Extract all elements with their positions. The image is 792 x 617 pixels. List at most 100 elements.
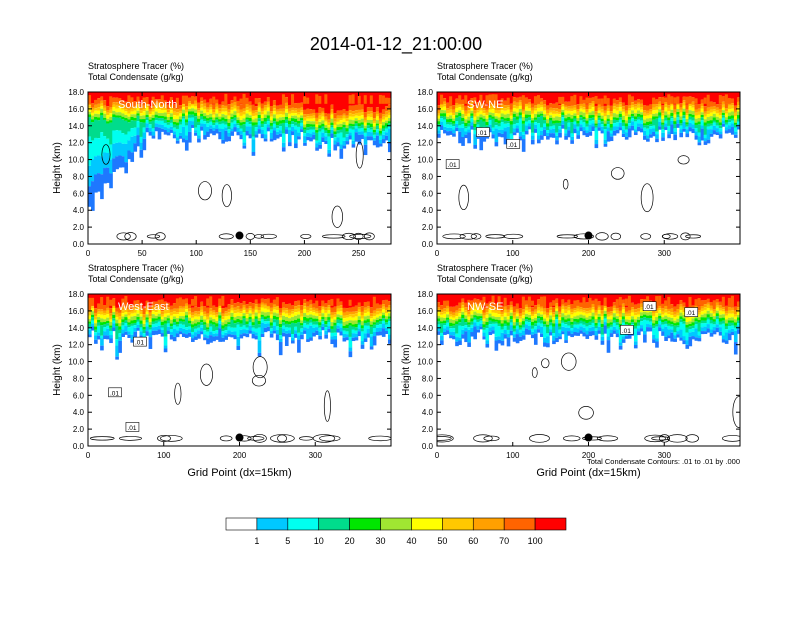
location-marker xyxy=(584,433,593,442)
x-tick-label: 100 xyxy=(157,451,171,460)
x-tick-label: 250 xyxy=(352,249,366,258)
colorbar: 1 5 10 20 30 40 50 60 70 100 xyxy=(225,517,567,546)
y-tick-label: 10.0 xyxy=(68,358,84,367)
contour-label: .01 xyxy=(686,310,695,317)
y-tick-label: 0.0 xyxy=(73,240,85,249)
colorbar-cell xyxy=(380,517,412,531)
y-tick-label: 14.0 xyxy=(68,122,84,131)
x-tick-label: 150 xyxy=(244,249,258,258)
contour-label: .01 xyxy=(508,142,517,149)
tracer-field xyxy=(88,92,391,241)
contour-label-box xyxy=(620,325,634,335)
colorbar-cell xyxy=(442,517,474,531)
y-tick-label: 18.0 xyxy=(417,290,433,299)
condensate-contours xyxy=(89,356,391,443)
y-tick-label: 10.0 xyxy=(417,358,433,367)
y-tick-label: 4.0 xyxy=(73,206,85,215)
y-axis-label: Height (km) xyxy=(401,344,412,396)
colorbar-level: 20 xyxy=(345,536,355,546)
panel-header-condensate: Total Condensate (g/kg) xyxy=(437,72,533,82)
contour-label-box xyxy=(445,159,460,169)
panel-label: SW-NE xyxy=(467,99,503,111)
y-tick-label: 0.0 xyxy=(422,240,434,249)
colorbar-cell xyxy=(472,517,505,531)
y-axis-label: Height (km) xyxy=(401,142,412,194)
x-tick-label: 0 xyxy=(86,451,91,460)
tracer-field xyxy=(88,294,391,443)
colorbar-level: 100 xyxy=(528,536,543,546)
tracer-field xyxy=(437,92,740,241)
y-tick-label: 4.0 xyxy=(422,408,434,417)
colorbar-level: 60 xyxy=(468,536,478,546)
x-tick-label: 100 xyxy=(190,249,204,258)
y-tick-label: 16.0 xyxy=(68,105,84,114)
y-tick-label: 6.0 xyxy=(422,391,434,400)
contour-label-box xyxy=(506,139,521,149)
contour-label: .01 xyxy=(135,340,144,347)
colorbar-level: 1 xyxy=(254,536,259,546)
y-tick-label: 10.0 xyxy=(68,156,84,165)
colorbar-cell xyxy=(534,517,567,531)
colorbar-cell xyxy=(349,517,381,531)
y-tick-label: 4.0 xyxy=(422,206,434,215)
contour-label-box xyxy=(125,422,140,432)
tracer-field xyxy=(437,294,740,443)
x-tick-label: 100 xyxy=(506,249,520,258)
panels-group: Stratosphere Tracer (%)Total Condensate … xyxy=(52,61,741,479)
x-tick-label: 300 xyxy=(309,451,323,460)
x-tick-label: 300 xyxy=(658,451,672,460)
y-tick-label: 18.0 xyxy=(417,88,433,97)
panel-3: Stratosphere Tracer (%)Total Condensate … xyxy=(52,263,392,479)
y-tick-label: 2.0 xyxy=(422,425,434,434)
y-tick-label: 18.0 xyxy=(68,88,84,97)
colorbar-level: 50 xyxy=(437,536,447,546)
y-axis-label: Height (km) xyxy=(52,142,63,194)
colorbar-level: 40 xyxy=(406,536,416,546)
x-axis-label: Grid Point (dx=15km) xyxy=(187,467,291,479)
figure-title: 2014-01-12_21:00:00 xyxy=(310,34,482,55)
contour-footnote: Total Condensate Contours: .01 to .01 by… xyxy=(587,457,740,466)
plot-frame xyxy=(87,91,392,245)
y-tick-label: 10.0 xyxy=(417,156,433,165)
contour-label-box xyxy=(108,387,122,398)
y-tick-label: 12.0 xyxy=(417,139,433,148)
x-tick-label: 200 xyxy=(298,249,312,258)
y-tick-label: 14.0 xyxy=(417,122,433,131)
x-tick-label: 0 xyxy=(86,249,91,258)
contour-label-box xyxy=(133,336,147,347)
y-tick-label: 12.0 xyxy=(68,341,84,350)
location-marker xyxy=(235,433,244,442)
x-tick-label: 50 xyxy=(138,249,147,258)
x-axis-label: Grid Point (dx=15km) xyxy=(536,467,640,479)
y-tick-label: 4.0 xyxy=(73,408,85,417)
colorbar-cell xyxy=(287,517,320,531)
y-tick-label: 14.0 xyxy=(68,324,84,333)
condensate-contours xyxy=(101,141,375,241)
panel-header-condensate: Total Condensate (g/kg) xyxy=(437,274,533,284)
y-tick-label: 8.0 xyxy=(422,374,434,383)
colorbar-cell xyxy=(503,517,536,531)
panel-header-tracer: Stratosphere Tracer (%) xyxy=(437,263,533,273)
y-tick-label: 6.0 xyxy=(73,391,85,400)
colorbar-level: 5 xyxy=(285,536,290,546)
panel-header-condensate: Total Condensate (g/kg) xyxy=(88,274,184,284)
y-tick-label: 16.0 xyxy=(417,105,433,114)
x-tick-label: 100 xyxy=(506,451,520,460)
colorbar-cell xyxy=(256,517,289,531)
y-tick-label: 16.0 xyxy=(68,307,84,316)
contour-label: .01 xyxy=(478,130,487,137)
y-axis-label: Height (km) xyxy=(52,344,63,396)
colorbar-cell xyxy=(318,517,350,531)
panel-header-tracer: Stratosphere Tracer (%) xyxy=(437,61,533,71)
condensate-contours xyxy=(437,352,740,443)
x-tick-label: 200 xyxy=(233,451,247,460)
contour-label: .01 xyxy=(448,162,457,169)
x-tick-label: 0 xyxy=(435,249,440,258)
y-tick-label: 0.0 xyxy=(73,442,85,451)
x-tick-label: 0 xyxy=(435,451,440,460)
contour-label: .01 xyxy=(645,304,654,311)
y-tick-label: 0.0 xyxy=(422,442,434,451)
y-tick-label: 2.0 xyxy=(73,425,85,434)
panel-header-tracer: Stratosphere Tracer (%) xyxy=(88,61,184,71)
